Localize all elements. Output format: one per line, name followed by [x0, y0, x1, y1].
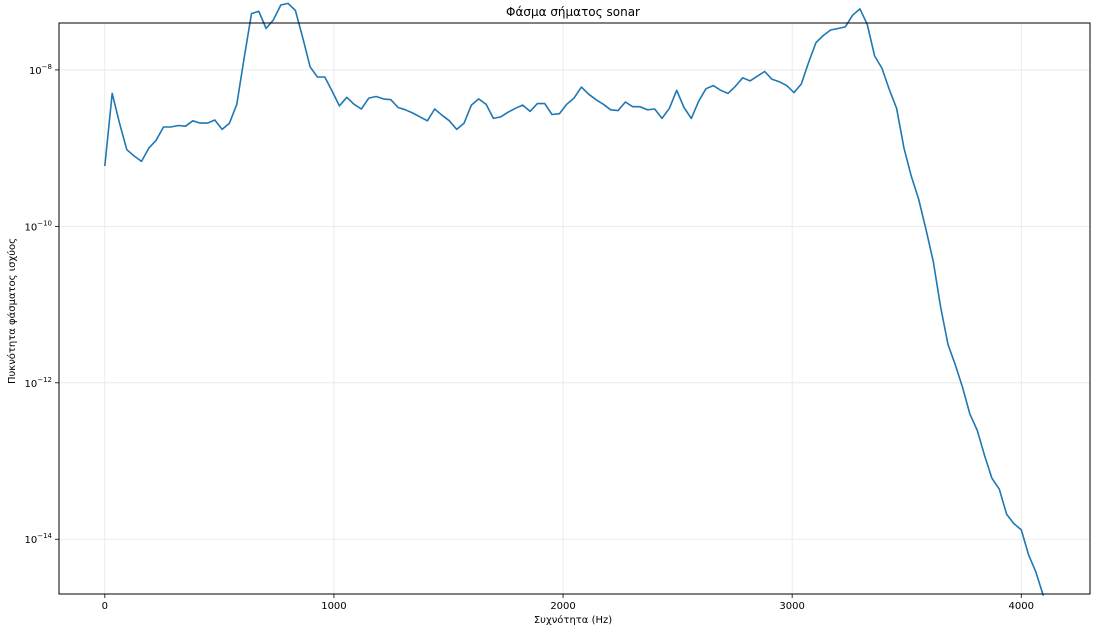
plot-frame [58, 22, 1091, 595]
grid [59, 23, 1090, 594]
x-tick-label: 3000 [779, 601, 804, 612]
chart-title: Φάσμα σήματος sonar [506, 5, 640, 19]
y-tick-label: 10−12 [24, 376, 52, 390]
plot-area [59, 23, 1090, 594]
y-axis-label: Πυκνότητα φάσματος ισχύος [6, 238, 18, 384]
x-tick-label: 0 [102, 601, 108, 612]
y-tick-label: 10−14 [24, 532, 52, 546]
x-tick-label: 1000 [321, 601, 346, 612]
y-axis: 10−8 10−10 10−12 10−14 [24, 63, 59, 546]
data-layer [104, 2, 1045, 596]
y-tick-label: 10−10 [24, 219, 52, 233]
x-axis: 0 1000 2000 3000 4000 [102, 594, 1034, 612]
x-tick-label: 2000 [550, 601, 575, 612]
x-tick-label: 4000 [1009, 601, 1034, 612]
x-axis-label: Συχνότητα (Hz) [534, 614, 612, 626]
series-line [104, 2, 1045, 596]
y-tick-label: 10−8 [29, 63, 52, 77]
